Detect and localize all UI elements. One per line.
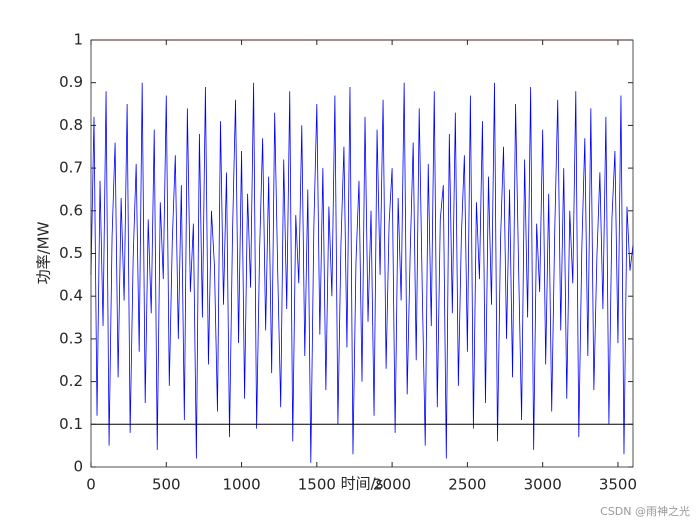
y-tick-label: 0.4: [59, 287, 83, 305]
x-tick-label: 3500: [599, 476, 637, 494]
watermark: CSDN @雨神之光: [600, 504, 690, 518]
data-line: [90, 82, 634, 463]
y-tick-label: 0: [73, 458, 83, 476]
y-axis-label: 功率/MW: [35, 221, 53, 284]
x-tick-label: 2500: [448, 476, 486, 494]
y-tick-label: 0.9: [59, 73, 83, 91]
y-tick-label: 0.2: [59, 372, 83, 390]
y-tick-label: 1: [73, 31, 83, 49]
y-tick-label: 0.6: [59, 201, 83, 219]
y-tick-label: 0.3: [59, 329, 83, 347]
y-tick-label: 0.8: [59, 116, 83, 134]
x-tick-label: 2000: [373, 476, 411, 494]
y-tick-label: 0.1: [59, 415, 83, 433]
x-tick-label: 500: [152, 476, 181, 494]
x-tick-label: 1000: [222, 476, 260, 494]
y-tick-label: 0.7: [59, 159, 83, 177]
x-tick-label: 1500: [298, 476, 336, 494]
x-axis-label: 时间/s: [341, 475, 384, 493]
x-tick-label: 3000: [524, 476, 562, 494]
x-tick-label: 0: [86, 476, 96, 494]
y-tick-label: 0.5: [59, 244, 83, 262]
